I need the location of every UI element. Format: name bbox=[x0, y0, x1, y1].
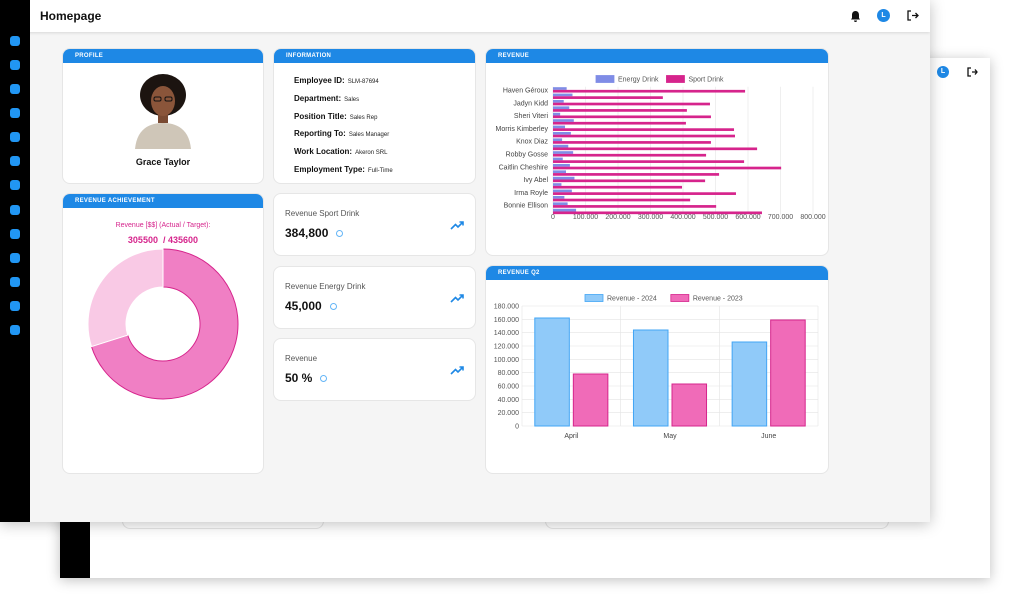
sidebar bbox=[0, 0, 30, 522]
info-value: Sales Manager bbox=[348, 132, 390, 139]
bell-icon[interactable] bbox=[850, 10, 861, 22]
kpi-card: Revenue Energy Drink 45,000 bbox=[273, 265, 476, 329]
sidebar-icons bbox=[10, 36, 20, 335]
nav-icon[interactable] bbox=[10, 156, 20, 166]
kpi-label: Revenue bbox=[285, 354, 318, 363]
trend-icon bbox=[450, 221, 464, 230]
profile-card: PROFILE Grace Taylor bbox=[62, 48, 264, 184]
logout-icon[interactable] bbox=[906, 9, 919, 22]
revenue-card: REVENUE bbox=[485, 48, 829, 256]
card-title: REVENUE Q2 bbox=[486, 266, 828, 280]
trend-icon bbox=[450, 293, 464, 303]
info-label: Reporting To: bbox=[294, 129, 346, 139]
page-title: Homepage bbox=[40, 9, 102, 23]
nav-icon[interactable] bbox=[10, 229, 20, 239]
kpi-label: Revenue Energy Drink bbox=[285, 281, 366, 291]
kpi-value: 50 % bbox=[285, 371, 313, 385]
nav-icon[interactable] bbox=[10, 60, 20, 70]
profile-name: Grace Taylor bbox=[135, 157, 191, 167]
kpi-value: 384,800 bbox=[285, 226, 329, 240]
target: 435600 bbox=[168, 235, 199, 245]
info-value: Sales Rep bbox=[349, 114, 378, 121]
nav-icon[interactable] bbox=[10, 108, 20, 118]
info-label: Position Title: bbox=[294, 111, 347, 121]
separator: / bbox=[162, 235, 166, 245]
card-title: INFORMATION bbox=[274, 49, 475, 63]
nav-icon[interactable] bbox=[10, 205, 20, 215]
achievement-label: Revenue [$$] (Actual / Target): bbox=[115, 222, 211, 229]
achievement-card: REVENUE ACHIEVEMENT Revenue [$$] (Actual… bbox=[62, 193, 264, 474]
info-value: Full-Time bbox=[367, 168, 393, 174]
nav-icon[interactable] bbox=[10, 253, 20, 263]
card-title: REVENUE bbox=[486, 49, 828, 63]
nav-icon[interactable] bbox=[10, 301, 20, 311]
info-icon bbox=[336, 230, 344, 237]
info-row: Employee ID: SLM-87694 bbox=[294, 70, 379, 88]
kpi-card: Revenue 50 % bbox=[273, 338, 476, 401]
actual: 305500 bbox=[127, 235, 158, 245]
nav-icon[interactable] bbox=[10, 180, 20, 190]
info-row: Reporting To: Sales Manager bbox=[294, 123, 389, 141]
info-label: Employee ID: bbox=[294, 76, 345, 85]
nav-icon[interactable] bbox=[10, 325, 20, 335]
profile-photo bbox=[135, 74, 191, 149]
info-row: Employment Type: Full-Time bbox=[294, 159, 393, 177]
card-title: PROFILE bbox=[63, 49, 263, 63]
information-card: INFORMATION Employee ID: SLM-87694 Departm… bbox=[273, 48, 476, 184]
info-value: SLM-87694 bbox=[347, 79, 379, 85]
avatar[interactable]: L bbox=[877, 9, 890, 22]
info-label: Department: bbox=[294, 93, 342, 103]
info-label: Work Location: bbox=[294, 147, 353, 157]
nav-icon[interactable] bbox=[10, 36, 20, 46]
card-title: REVENUE ACHIEVEMENT bbox=[63, 194, 263, 208]
logout-icon[interactable] bbox=[966, 66, 978, 78]
info-value: Akeron SRL bbox=[355, 150, 388, 157]
info-icon bbox=[329, 302, 337, 310]
revenue-q2-card: REVENUE Q2 bbox=[485, 265, 829, 474]
kpi-value: 45,000 bbox=[285, 298, 322, 313]
kpi-label: Revenue Sport Drink bbox=[285, 209, 360, 218]
info-row: Position Title: Sales Rep bbox=[294, 106, 377, 124]
nav-icon[interactable] bbox=[10, 132, 20, 142]
info-row: Department: Sales bbox=[294, 88, 359, 106]
info-row: Work Location: Akeron SRL bbox=[294, 141, 387, 159]
info-icon bbox=[320, 375, 328, 382]
info-label: Employment Type: bbox=[294, 165, 365, 174]
trend-icon bbox=[450, 366, 464, 375]
info-value: Sales bbox=[344, 96, 360, 103]
header: Homepage L bbox=[0, 0, 930, 32]
achievement-values: 305500 / 435600 bbox=[63, 235, 263, 245]
nav-icon[interactable] bbox=[10, 277, 20, 287]
nav-icon[interactable] bbox=[10, 84, 20, 94]
avatar[interactable]: L bbox=[937, 66, 949, 78]
kpi-card: Revenue Sport Drink 384,800 bbox=[273, 193, 476, 256]
